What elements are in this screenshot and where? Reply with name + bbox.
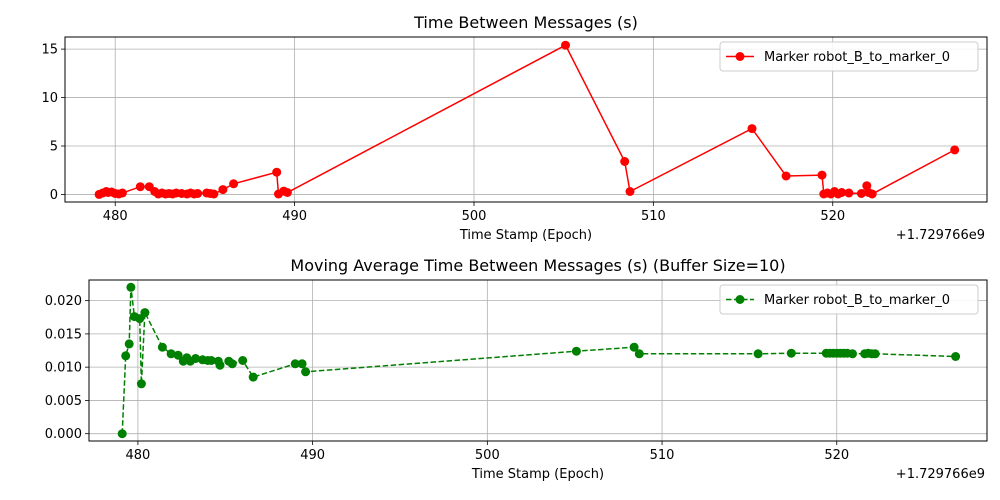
- bottom-chart-x-axis-label: Time Stamp (Epoch): [471, 467, 604, 482]
- top-chart-y-axis: 0 5 10 15: [41, 43, 65, 203]
- top-chart-x-tick-label: 490: [282, 209, 307, 224]
- top-chart-data-point: [209, 189, 219, 199]
- bottom-chart-grid: [89, 280, 987, 441]
- top-chart-data-point: [229, 179, 239, 189]
- top-chart-plot: [94, 40, 960, 199]
- top-chart-data-point: [282, 188, 292, 197]
- top-chart-legend: Marker robot_B_to_marker_0: [719, 41, 979, 72]
- bottom-chart-data-point: [629, 342, 639, 352]
- top-chart-legend-box: [719, 41, 979, 72]
- bottom-chart-data-point: [206, 356, 216, 365]
- bottom-chart-x-tick-label: 510: [650, 448, 675, 463]
- top-chart-data-point: [193, 189, 203, 198]
- bottom-chart-data-point: [121, 351, 131, 361]
- top-chart-x-tick-label: 480: [103, 209, 128, 224]
- top-chart-data-point: [218, 185, 228, 195]
- bottom-chart-legend-box: [719, 284, 979, 315]
- bottom-chart-x-tick-label: 490: [300, 448, 325, 463]
- top-chart-data-point: [837, 188, 847, 197]
- bottom-chart-legend-marker: [735, 295, 745, 304]
- bottom-chart-data-point: [124, 339, 134, 349]
- bottom-chart-data-point: [290, 359, 300, 369]
- top-chart-title: Time Between Messages (s): [413, 13, 638, 32]
- top-chart-x-tick-label: 520: [820, 209, 845, 224]
- bottom-chart-data-point: [870, 349, 880, 359]
- bottom-chart-data-point: [191, 354, 201, 363]
- top-chart-data-point: [867, 189, 877, 199]
- top-chart-data-point: [950, 145, 960, 155]
- top-chart-y-tick-label: 10: [41, 91, 58, 106]
- bottom-chart-y-tick-label: 0.000: [45, 427, 82, 442]
- bottom-chart-x-tick-label: 520: [824, 448, 849, 463]
- bottom-chart-data-point: [166, 349, 176, 359]
- bottom-chart-data-point: [136, 379, 146, 389]
- top-chart-data-point: [747, 124, 757, 134]
- bottom-chart-y-tick-label: 0.020: [45, 294, 82, 309]
- top-chart-legend-label: Marker robot_B_to_marker_0: [764, 50, 950, 65]
- bottom-chart-data-point: [215, 360, 225, 370]
- bottom-chart-plot: [117, 282, 961, 439]
- top-chart-data-point: [844, 188, 854, 198]
- bottom-chart-x-tick-label: 480: [126, 448, 151, 463]
- top-chart-data-point: [625, 187, 635, 196]
- top-chart-data-point: [781, 171, 791, 181]
- top-chart-data-point: [862, 181, 872, 191]
- bottom-chart-data-point: [126, 282, 136, 292]
- top-chart-x-tick-label: 510: [641, 209, 666, 224]
- bottom-chart-data-point: [301, 367, 311, 377]
- bottom-chart-legend-label: Marker robot_B_to_marker_0: [764, 293, 950, 308]
- top-chart-data-point: [117, 188, 127, 198]
- bottom-chart-data-point: [173, 350, 183, 360]
- bottom-chart-data-point: [117, 429, 127, 439]
- bottom-chart-y-tick-label: 0.015: [45, 327, 82, 342]
- bottom-chart-data-point: [157, 342, 167, 352]
- bottom-chart-data-point: [248, 372, 258, 382]
- bottom-chart-data-point: [140, 308, 150, 318]
- bottom-chart-data-point: [951, 352, 961, 361]
- top-chart-data-point: [561, 40, 570, 50]
- bottom-chart-frame: [88, 279, 988, 442]
- top-chart-y-tick-label: 15: [41, 43, 58, 58]
- top-chart-x-axis-label: Time Stamp (Epoch): [459, 228, 592, 243]
- bottom-chart-y-tick-label: 0.005: [45, 394, 82, 409]
- top-chart-legend-marker: [735, 52, 745, 61]
- top-chart-data-point: [135, 182, 145, 192]
- top-chart-data-point: [817, 170, 827, 180]
- top-chart-data-point: [856, 189, 866, 198]
- bottom-chart-title: Moving Average Time Between Messages (s)…: [290, 256, 785, 275]
- bottom-chart-data-point: [786, 348, 796, 358]
- top-chart-data-point: [620, 157, 630, 166]
- bottom-chart-legend: Marker robot_B_to_marker_0: [719, 284, 979, 315]
- top-chart-data-point: [272, 167, 282, 177]
- top-chart-x-axis: 480 490 500 510 520: [103, 202, 845, 224]
- bottom-chart-data-point: [227, 359, 237, 369]
- top-chart-y-tick-label: 0: [50, 188, 58, 203]
- top-chart-y-tick-label: 5: [50, 139, 58, 154]
- bottom-chart-x-tick-label: 500: [475, 448, 500, 463]
- bottom-chart-data-point: [634, 349, 644, 359]
- bottom-chart-x-offset-label: +1.729766e9: [896, 467, 985, 482]
- bottom-chart-y-tick-label: 0.010: [45, 361, 82, 376]
- top-chart-x-tick-label: 500: [462, 209, 487, 224]
- bottom-chart-data-point: [571, 346, 581, 356]
- bottom-chart-data-point: [135, 314, 145, 324]
- bottom-chart-data-point: [297, 359, 307, 369]
- top-chart-frame: [64, 36, 988, 203]
- bottom-chart-data-point: [238, 356, 248, 365]
- bottom-chart-data-point: [753, 349, 763, 359]
- top-chart-x-offset-label: +1.729766e9: [896, 228, 985, 243]
- bottom-chart-y-axis: 0.000 0.005 0.010 0.015 0.020: [45, 294, 89, 442]
- bottom-chart-x-axis: 480 490 500 510 520: [126, 441, 849, 463]
- bottom-chart-data-point: [848, 349, 857, 359]
- bottom-chart: 480 490 500 510 520 0.000 0.005 0.010 0.015 0.02…: [45, 256, 988, 482]
